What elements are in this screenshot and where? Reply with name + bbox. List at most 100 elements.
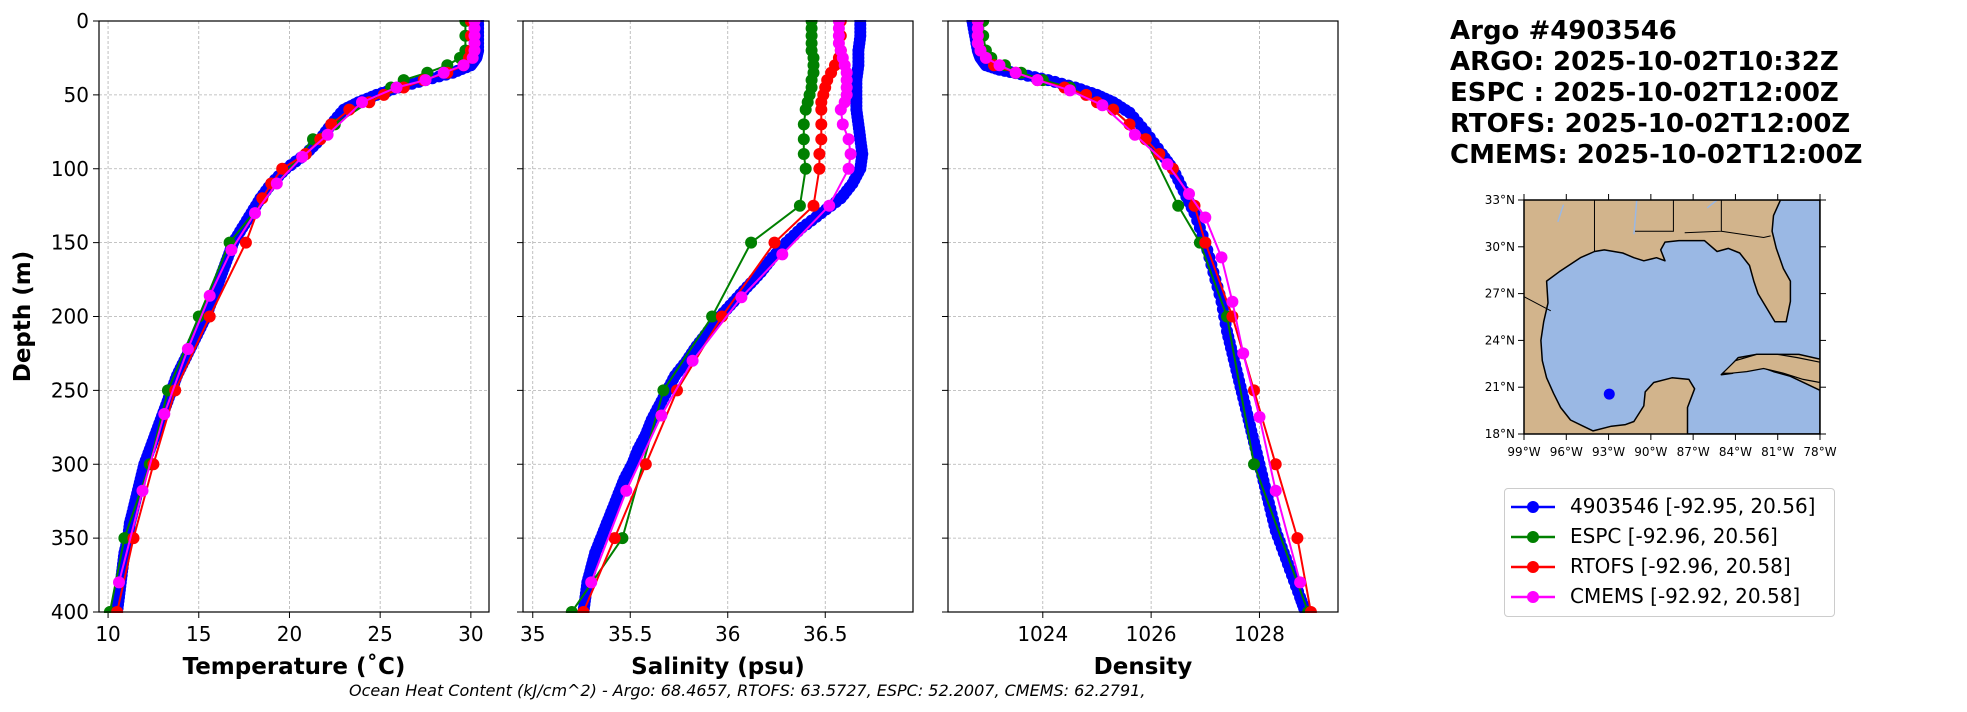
data-point-cmems <box>993 59 1006 72</box>
series-cmems <box>585 20 857 589</box>
series-cmems <box>971 20 1307 589</box>
x-tick-label: 1024 <box>1017 622 1068 646</box>
x-axis-label: Temperature (˚C) <box>183 653 406 680</box>
data-point-cmems <box>1199 211 1212 224</box>
data-point-rtofs <box>608 532 621 545</box>
series-cmems <box>113 20 481 589</box>
map-lat-label: 18°N <box>1485 427 1515 441</box>
river <box>1557 204 1565 223</box>
title-line-argo-time: ARGO: 2025-10-02T10:32Z <box>1450 47 1839 77</box>
data-point-cmems <box>979 51 992 64</box>
data-point-cmems <box>1226 295 1239 308</box>
y-tick-label: 200 <box>51 305 89 329</box>
y-tick-label: 250 <box>51 378 89 402</box>
data-point-rtofs <box>1153 148 1166 160</box>
map-lat-label: 33°N <box>1485 193 1515 207</box>
data-point-espc <box>565 606 578 613</box>
map-lat-label: 21°N <box>1485 380 1515 394</box>
data-point-cmems <box>834 103 847 116</box>
map-lon-label: 78°W <box>1803 445 1836 459</box>
data-point-espc <box>793 199 806 212</box>
y-tick-label: 50 <box>64 83 89 107</box>
data-point-cmems <box>686 354 699 367</box>
border-line <box>1721 230 1771 238</box>
legend-label-rtofs: RTOFS [-92.96, 20.58] <box>1570 554 1791 578</box>
data-point-cmems <box>181 343 194 355</box>
data-point-cmems <box>1237 347 1250 360</box>
inset-map: 33°N 30°N 27°N 24°N 21°N 18°N 99°W 96°W 93°W 90°W… <box>1485 193 1837 459</box>
data-point-cmems <box>1128 128 1141 141</box>
data-point-rtofs <box>813 162 826 175</box>
data-point-rtofs <box>1188 199 1201 212</box>
x-tick-label: 35 <box>520 622 545 646</box>
legend-label-cmems: CMEMS [-92.92, 20.58] <box>1570 584 1801 608</box>
data-point-cmems <box>113 576 125 589</box>
x-axis-label: Salinity (psu) <box>631 654 805 680</box>
data-point-cmems <box>655 409 668 422</box>
data-point-espc <box>118 532 131 545</box>
data-point-espc <box>797 133 810 146</box>
data-point-rtofs <box>203 310 216 323</box>
legend-entry-cmems: CMEMS [-92.92, 20.58] <box>1505 582 1834 612</box>
data-point-espc <box>1248 458 1260 471</box>
x-tick-label: 25 <box>367 622 392 646</box>
x-tick-label: 20 <box>277 622 302 646</box>
data-point-espc <box>1172 199 1185 212</box>
data-point-rtofs <box>1080 88 1093 101</box>
legend: 4903546 [-92.95, 20.56] ESPC [-92.96, 20… <box>1504 488 1835 617</box>
data-point-cmems <box>1215 251 1228 264</box>
data-point-cmems <box>158 408 171 420</box>
legend-entry-espc: ESPC [-92.96, 20.56] <box>1505 522 1834 552</box>
data-point-rtofs <box>256 192 269 205</box>
data-point-cmems <box>842 133 855 146</box>
data-point-cmems <box>842 162 855 175</box>
map-lon-label: 81°W <box>1761 445 1794 459</box>
data-point-rtofs <box>577 606 590 613</box>
legend-swatch-rtofs <box>1511 561 1555 573</box>
legend-swatch-espc <box>1511 531 1555 543</box>
data-point-cmems <box>466 51 479 64</box>
cuba-land <box>1721 353 1820 384</box>
argo-float-location-marker <box>1603 388 1615 400</box>
border-line <box>1633 200 1674 232</box>
title-line-cmems-time: CMEMS: 2025-10-02T12:00Z <box>1450 140 1863 170</box>
x-tick-label: 30 <box>458 622 483 646</box>
river <box>1706 200 1718 209</box>
data-point-rtofs <box>768 236 781 249</box>
y-tick-label: 400 <box>51 600 89 624</box>
data-point-cmems <box>776 248 789 261</box>
ocean-heat-content-note: Ocean Heat Content (kJ/cm^2) - Argo: 68.… <box>349 681 1146 700</box>
data-point-rtofs <box>815 103 828 116</box>
data-point-cmems <box>1294 576 1307 589</box>
data-point-cmems <box>270 177 283 190</box>
panel-2: 35 35.5 36 36.5 Salinity (psu) <box>517 20 914 680</box>
map-lat-label: 27°N <box>1485 287 1515 301</box>
data-point-espc <box>745 236 758 249</box>
data-point-rtofs <box>813 148 826 160</box>
axes-frame <box>98 20 490 613</box>
data-point-cmems <box>585 576 598 589</box>
data-point-cmems <box>1031 74 1044 87</box>
river <box>1633 200 1638 235</box>
title-line-espc-time: ESPC : 2025-10-02T12:00Z <box>1450 78 1839 108</box>
y-tick-label: 300 <box>51 452 89 476</box>
data-point-cmems <box>457 59 470 72</box>
y-tick-label: 350 <box>51 526 89 550</box>
series-line-cmems <box>976 21 1302 583</box>
title-line-rtofs-time: RTOFS: 2025-10-02T12:00Z <box>1450 109 1851 139</box>
data-point-espc <box>797 148 810 160</box>
x-tick-label: 10 <box>95 622 120 646</box>
figure-title: Argo #4903546 ARGO: 2025-10-02T10:32Z ES… <box>1450 16 1862 171</box>
panel-3: 1024 1026 1028 Density <box>942 20 1339 680</box>
data-point-cmems <box>296 150 309 163</box>
data-point-cmems <box>735 291 748 304</box>
data-point-cmems <box>225 244 238 256</box>
map-lon-label: 90°W <box>1634 445 1667 459</box>
data-point-rtofs <box>815 133 828 146</box>
legend-label-argo: 4903546 [-92.95, 20.56] <box>1570 494 1816 518</box>
y-tick-label: 0 <box>76 9 89 33</box>
series-line-cmems <box>118 21 476 583</box>
data-point-rtofs <box>807 199 820 212</box>
map-lon-label: 99°W <box>1507 445 1540 459</box>
